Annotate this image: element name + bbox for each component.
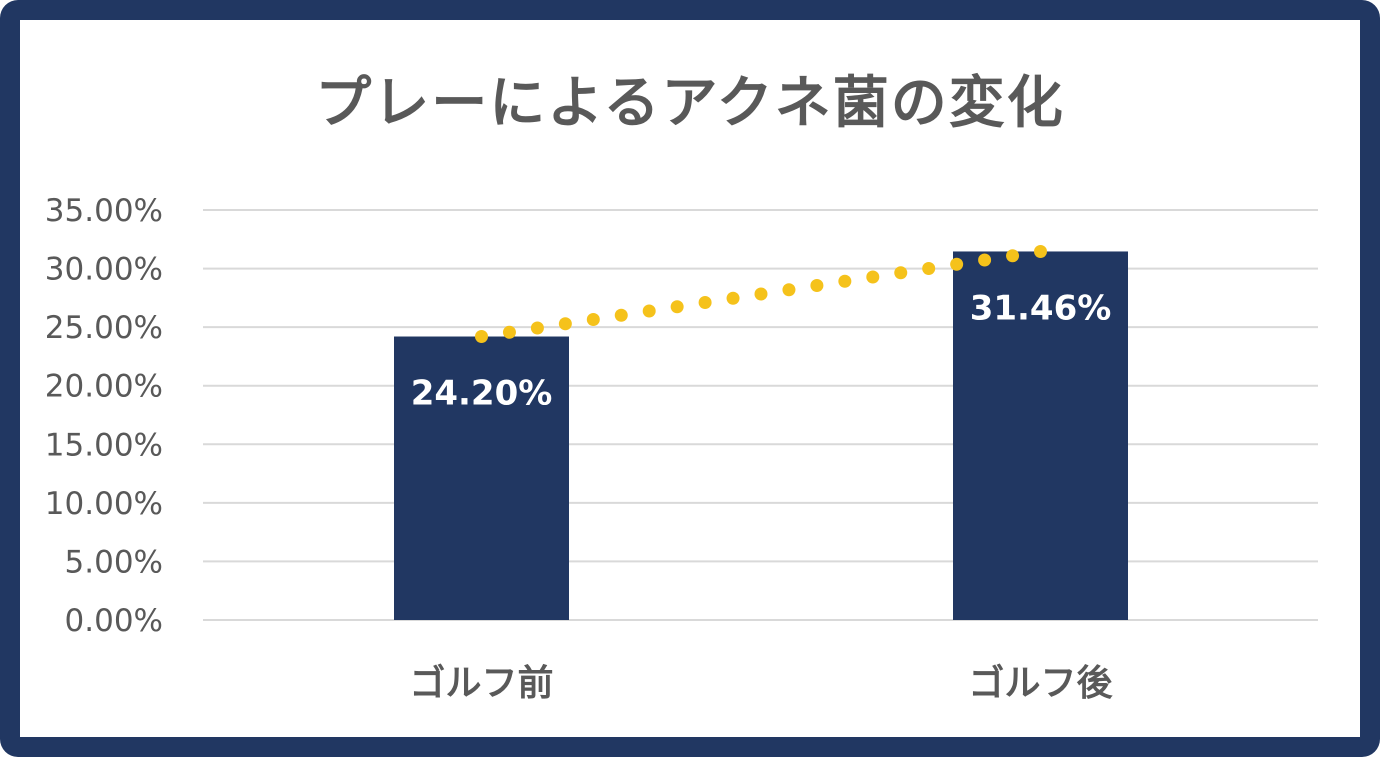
- trendline-dot: [726, 291, 740, 305]
- data-label: 24.20%: [411, 374, 553, 414]
- trendline-dot: [614, 308, 628, 322]
- trendline-dot: [894, 266, 908, 280]
- trendline-dot: [810, 278, 824, 292]
- bars: [394, 251, 1128, 620]
- trendline-dot: [754, 287, 768, 301]
- trendline-dot: [530, 321, 544, 335]
- x-category-label: ゴルフ後: [968, 662, 1113, 704]
- y-tick-label: 5.00%: [65, 544, 163, 580]
- trendline-dot: [922, 261, 936, 275]
- bar: [953, 251, 1128, 620]
- data-labels: 24.20% 31.46%: [411, 288, 1112, 413]
- trendline-dot: [978, 253, 992, 267]
- data-label: 31.46%: [970, 288, 1112, 328]
- trendline-dot: [670, 300, 684, 314]
- trendline: [475, 244, 1047, 344]
- y-tick-label: 35.00%: [45, 193, 163, 229]
- y-tick-label: 15.00%: [45, 427, 163, 463]
- y-tick-label: 30.00%: [45, 252, 163, 288]
- trendline-dot: [502, 325, 516, 339]
- y-tick-label: 0.00%: [65, 603, 163, 639]
- trendline-dot: [782, 283, 796, 297]
- y-tick-label: 20.00%: [45, 369, 163, 405]
- trendline-dot: [866, 270, 880, 284]
- trendline-dot: [586, 313, 600, 327]
- trendline-dot: [642, 304, 656, 318]
- trendline-dot: [1006, 249, 1020, 263]
- chart-title: プレーによるアクネ菌の変化: [315, 71, 1065, 136]
- trendline-dot: [950, 257, 964, 271]
- trendline-dot: [838, 274, 852, 288]
- y-tick-label: 10.00%: [45, 486, 163, 522]
- trendline-dot: [558, 317, 572, 331]
- x-axis-category-labels: ゴルフ前 ゴルフ後: [409, 662, 1113, 704]
- trendline-dot: [475, 330, 488, 344]
- x-category-label: ゴルフ前: [409, 662, 553, 704]
- trendline-dot: [698, 295, 712, 309]
- bar: [394, 336, 569, 620]
- trendline-dot: [1034, 244, 1047, 258]
- grid-lines: [203, 209, 1318, 621]
- y-tick-label: 25.00%: [45, 310, 163, 346]
- y-axis-tick-labels: 0.00% 5.00% 10.00% 15.00% 20.00% 25.00% 30.00%…: [45, 193, 163, 639]
